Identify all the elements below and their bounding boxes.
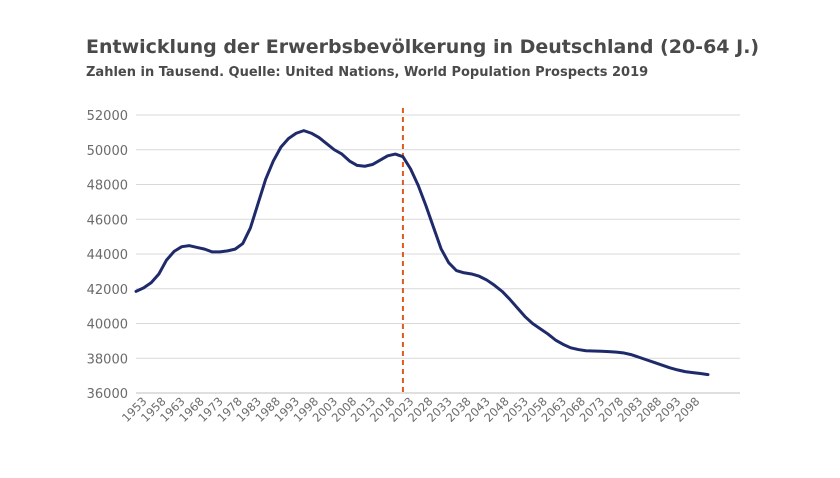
y-tick-label: 44000	[87, 248, 128, 263]
y-tick-label: 42000	[87, 283, 128, 298]
gridlines	[136, 114, 740, 394]
y-tick-label: 36000	[87, 387, 128, 402]
y-axis: 52000 50000 48000 46000 44000 42000 40000 38000…	[87, 109, 128, 402]
x-tick-labels: 1953195819631968197319781983198819931998…	[119, 394, 703, 425]
chart-title: Entwicklung der Erwerbsbevölkerung in De…	[86, 36, 760, 58]
y-tick-label: 38000	[87, 352, 128, 367]
series-group	[134, 129, 710, 377]
y-tick-label: 50000	[87, 144, 128, 159]
y-tick-label: 40000	[87, 318, 128, 333]
chart-subtitle: Zahlen in Tausend. Quelle: United Nation…	[86, 65, 649, 80]
y-tick-label: 46000	[87, 213, 128, 228]
y-tick-label: 48000	[87, 179, 128, 194]
y-tick-label: 52000	[87, 109, 128, 124]
series-line	[134, 129, 710, 377]
